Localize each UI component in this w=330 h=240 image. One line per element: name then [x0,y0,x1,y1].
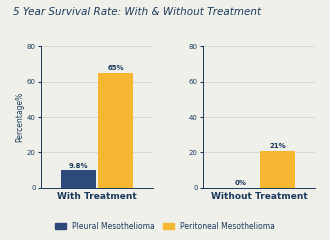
X-axis label: Without Treatment: Without Treatment [211,192,308,201]
Text: 9.8%: 9.8% [69,163,88,169]
Text: 21%: 21% [269,143,286,149]
X-axis label: With Treatment: With Treatment [57,192,137,201]
Text: 0%: 0% [235,180,247,186]
Bar [260,151,295,188]
Bar [98,73,133,188]
Y-axis label: Percentage%: Percentage% [15,92,24,142]
Legend: Pleural Mesothelioma, Peritoneal Mesothelioma: Pleural Mesothelioma, Peritoneal Mesothe… [52,219,278,234]
Bar [61,170,96,188]
Text: 5 Year Survival Rate: With & Without Treatment: 5 Year Survival Rate: With & Without Tre… [13,7,261,17]
Text: 65%: 65% [108,66,124,72]
